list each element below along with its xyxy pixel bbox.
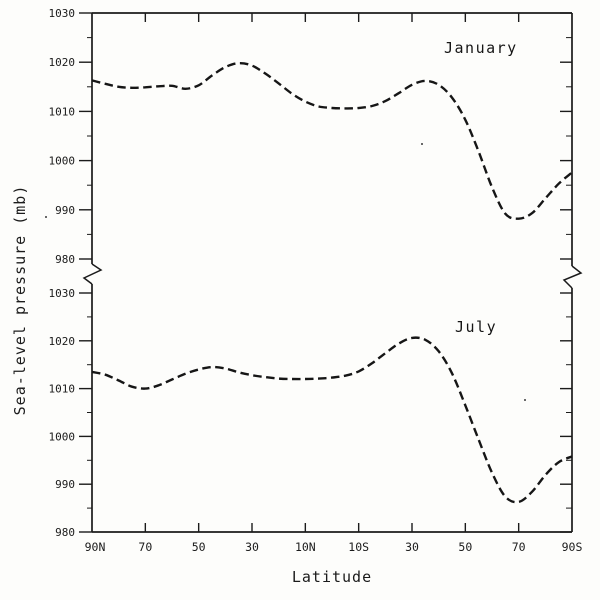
tick-label: 70 — [512, 540, 526, 554]
x-axis-ticks — [144, 13, 520, 532]
tick-label: 50 — [458, 540, 472, 554]
tick-label: 980 — [55, 253, 75, 266]
tick-label: 1000 — [49, 430, 76, 443]
tick-label: 10N — [295, 540, 316, 554]
july-panel-label: July — [455, 318, 498, 336]
tick-label: 90N — [85, 540, 106, 554]
january-y-ticks — [79, 12, 572, 260]
x-tick-labels: 90N 70 50 30 10N 10S 30 50 70 90S — [85, 540, 583, 554]
tick-label: 10S — [348, 540, 369, 554]
x-axis-title: Latitude — [291, 568, 373, 586]
tick-label: 30 — [245, 540, 259, 554]
axis-break-mark-right — [562, 265, 583, 289]
tick-label: 990 — [55, 204, 75, 217]
tick-label: 1030 — [49, 287, 76, 300]
tick-label: 990 — [55, 478, 75, 491]
tick-label: 1000 — [49, 155, 76, 168]
tick-label: 1010 — [49, 383, 76, 396]
axis-break-mark-left — [82, 263, 103, 285]
scan-speck — [45, 216, 47, 218]
january-y-tick-labels: 1030 1020 1010 1000 990 980 — [49, 7, 76, 266]
tick-label: 30 — [405, 540, 419, 554]
tick-label: 1030 — [49, 7, 76, 20]
y-axis-spines-with-break — [82, 13, 583, 532]
tick-label: 1010 — [49, 105, 76, 118]
tick-label: 70 — [138, 540, 152, 554]
january-curve — [91, 61, 573, 220]
january-panel: 1030 1020 1010 1000 990 980 — [49, 7, 573, 266]
july-y-ticks — [79, 292, 572, 533]
scan-speck — [421, 143, 423, 145]
plot-frame — [92, 12, 572, 533]
july-curve — [91, 336, 573, 504]
y-axis-title: Sea-level pressure (mb) — [11, 184, 29, 416]
tick-label: 980 — [55, 526, 75, 539]
july-y-tick-labels: 1030 1020 1010 1000 990 980 — [49, 287, 76, 539]
july-panel: 1030 1020 1010 1000 990 980 — [49, 287, 573, 539]
tick-label: 1020 — [49, 56, 76, 69]
tick-label: 90S — [562, 540, 583, 554]
tick-label: 1020 — [49, 335, 76, 348]
tick-label: 50 — [192, 540, 206, 554]
january-panel-label: January — [444, 39, 518, 57]
scan-speck — [524, 399, 526, 401]
